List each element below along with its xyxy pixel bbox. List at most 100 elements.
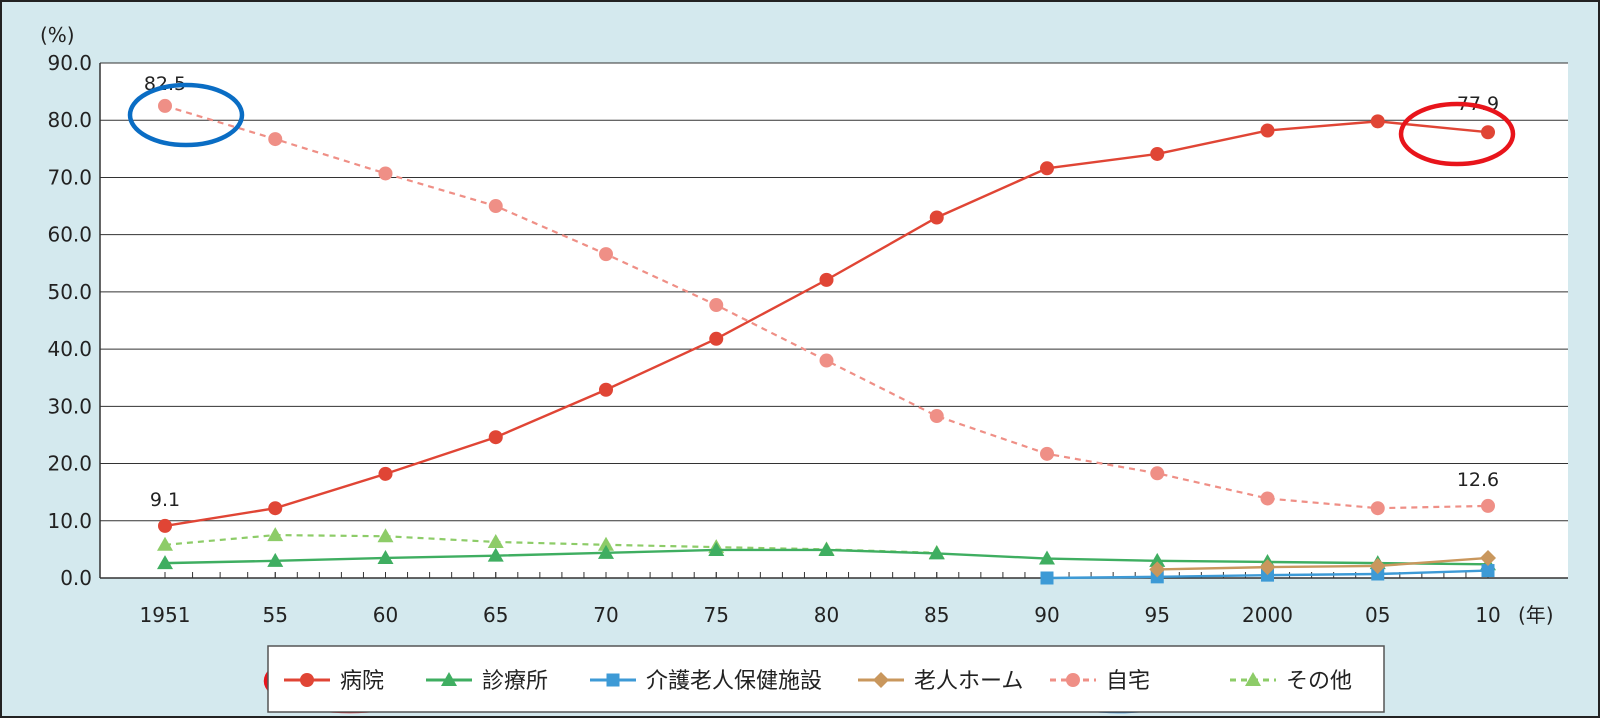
legend-marker bbox=[873, 672, 889, 688]
legend-marker bbox=[606, 673, 620, 687]
series-line bbox=[1157, 556, 1489, 571]
data-point bbox=[378, 466, 393, 481]
data-point bbox=[1040, 446, 1054, 461]
data-point bbox=[709, 331, 724, 346]
y-tick-label: 70.0 bbox=[47, 165, 92, 189]
plot-area bbox=[100, 63, 1568, 578]
data-point bbox=[1370, 114, 1385, 129]
legend-label: 診療所 bbox=[482, 669, 548, 694]
data-point bbox=[1039, 550, 1055, 565]
x-tick-label: 55 bbox=[263, 603, 288, 627]
data-labels: 82.59.177.912.6 bbox=[144, 73, 1499, 511]
legend-entry: その他 bbox=[1230, 669, 1352, 694]
data-label: 9.1 bbox=[150, 489, 180, 511]
data-point bbox=[268, 501, 283, 516]
legend-label: 老人ホーム bbox=[914, 669, 1023, 694]
x-tick-label: 85 bbox=[924, 603, 949, 627]
x-tick-label: 60 bbox=[373, 603, 398, 627]
data-point bbox=[268, 132, 283, 147]
y-tick-label: 50.0 bbox=[47, 280, 92, 304]
y-tick-label: 40.0 bbox=[47, 337, 92, 361]
data-point bbox=[1260, 491, 1275, 506]
data-point bbox=[1369, 557, 1386, 574]
data-point bbox=[1481, 498, 1495, 513]
legend-entry: 介護老人保健施設 bbox=[590, 669, 822, 694]
legend-label: 介護老人保健施設 bbox=[646, 669, 822, 694]
y-tick-label: 0.0 bbox=[60, 566, 92, 590]
legend-marker bbox=[1245, 672, 1261, 686]
data-point bbox=[1481, 125, 1495, 140]
x-tick-label: 75 bbox=[704, 603, 729, 627]
data-point bbox=[1149, 552, 1166, 567]
data-point bbox=[377, 528, 394, 543]
x-tick-label: 95 bbox=[1145, 603, 1170, 627]
x-tick-label: 65 bbox=[483, 603, 508, 627]
data-point bbox=[487, 533, 504, 548]
y-tick-label: 30.0 bbox=[47, 394, 92, 418]
x-tick-labels: 1951 55 60 65 70 75 80 85 90 95 2000 05 10 bbox=[140, 603, 1501, 627]
data-point bbox=[157, 536, 173, 551]
data-label: 12.6 bbox=[1457, 469, 1499, 491]
data-point bbox=[158, 518, 172, 533]
y-tick-label: 80.0 bbox=[47, 108, 92, 132]
series bbox=[157, 98, 1496, 585]
x-tick-label: 05 bbox=[1365, 603, 1390, 627]
data-point bbox=[1371, 567, 1385, 581]
data-point bbox=[709, 298, 724, 313]
legend-label: 自宅 bbox=[1106, 669, 1150, 694]
data-point bbox=[598, 544, 614, 559]
data-point bbox=[1149, 561, 1166, 578]
x-tick-label: 10 bbox=[1475, 603, 1500, 627]
data-point bbox=[818, 541, 835, 556]
data-point bbox=[488, 199, 503, 214]
legend-entry: 老人ホーム bbox=[858, 669, 1023, 694]
data-point bbox=[1480, 549, 1496, 566]
x-tick-label: 90 bbox=[1034, 603, 1059, 627]
y-tick-label: 10.0 bbox=[47, 509, 92, 533]
data-point bbox=[1261, 568, 1274, 582]
legend-marker bbox=[300, 673, 314, 687]
legend-entry: 自宅 bbox=[1050, 669, 1150, 694]
legend-entry: 病院 bbox=[284, 669, 384, 694]
legend-label: 病院 bbox=[340, 669, 384, 694]
x-tick-label: 70 bbox=[593, 603, 618, 627]
data-point bbox=[599, 382, 613, 397]
data-point bbox=[1150, 146, 1165, 161]
y-tick-label: 20.0 bbox=[47, 452, 92, 476]
data-point bbox=[1260, 123, 1275, 138]
x-tick-label: 80 bbox=[814, 603, 839, 627]
x-unit-label: (年) bbox=[1518, 603, 1554, 627]
y-tick-labels: 0.0 10.0 20.0 30.0 40.0 50.0 60.0 70.0 80.0 90.0 bbox=[47, 51, 92, 590]
legend-marker bbox=[1066, 673, 1080, 687]
grid-lines bbox=[100, 62, 1568, 579]
data-point bbox=[929, 409, 944, 424]
series-1 bbox=[158, 114, 1495, 533]
series-3 bbox=[1040, 564, 1495, 585]
highlight-ellipse bbox=[1398, 101, 1516, 167]
x-tick-label: 2000 bbox=[1242, 603, 1293, 627]
data-point bbox=[1150, 466, 1165, 481]
data-point bbox=[1370, 501, 1385, 516]
data-point bbox=[1481, 564, 1495, 578]
legend-entry: 診療所 bbox=[426, 669, 548, 694]
data-point bbox=[819, 353, 834, 368]
data-point bbox=[928, 545, 945, 560]
y-tick-label: 90.0 bbox=[47, 51, 92, 75]
data-point bbox=[157, 555, 173, 570]
data-point bbox=[488, 430, 503, 445]
data-point bbox=[267, 552, 284, 567]
data-point bbox=[267, 527, 284, 542]
legend: 病院 診療所 介護老人保健施設 老人ホーム 自宅 その他 bbox=[267, 645, 1385, 713]
data-point bbox=[158, 98, 172, 113]
data-point bbox=[1259, 559, 1276, 576]
y-tick-label: 60.0 bbox=[47, 223, 92, 247]
data-point bbox=[708, 541, 725, 556]
data-point bbox=[1040, 161, 1054, 176]
series-5 bbox=[158, 98, 1495, 516]
highlight-ellipse bbox=[127, 82, 245, 148]
x-tick-label: 1951 bbox=[140, 603, 191, 627]
data-point bbox=[378, 166, 393, 181]
legend-marker bbox=[441, 672, 457, 686]
